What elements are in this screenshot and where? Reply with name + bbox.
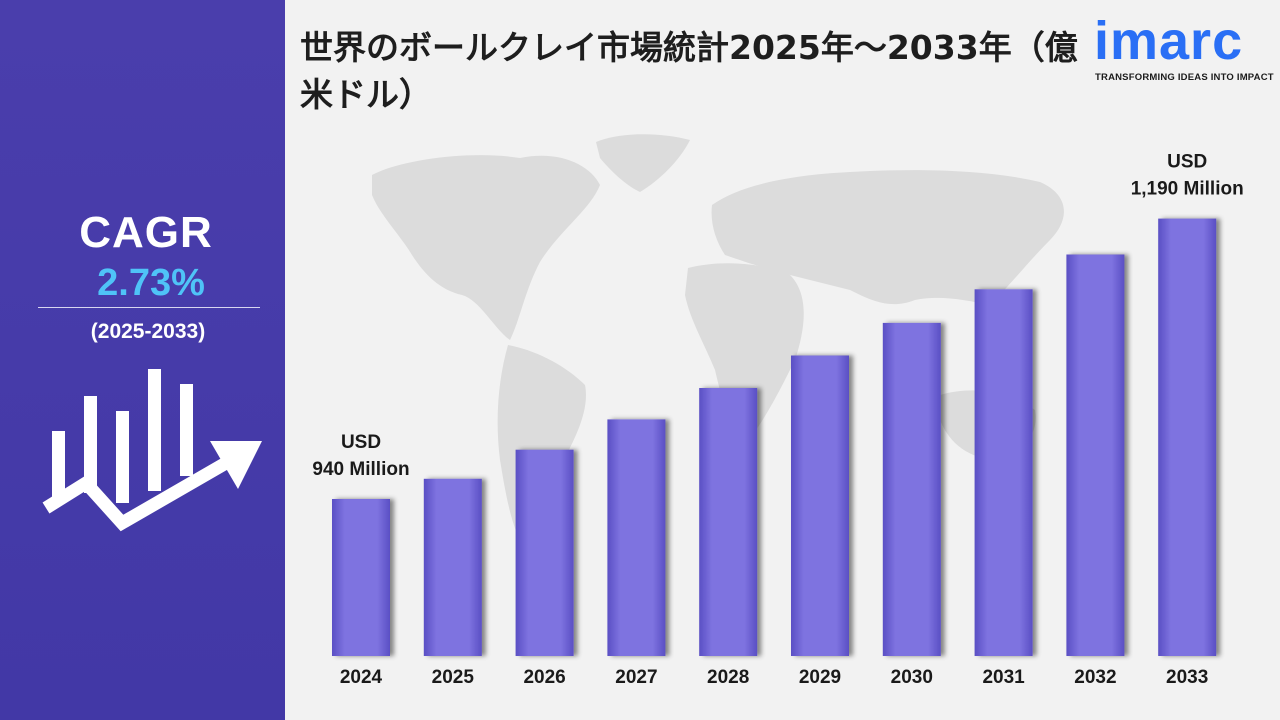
bar-2025 — [423, 478, 482, 656]
x-tick-2025: 2025 — [432, 667, 475, 688]
data-annotations: USD 940 Million USD 1,190 Million — [312, 152, 1243, 480]
cagr-sidebar: CAGR 2.73% (2025-2033) — [0, 0, 285, 720]
bar-2026 — [515, 449, 574, 656]
bar-2030 — [882, 322, 941, 656]
logo-wordmark: imarc — [1094, 11, 1244, 71]
bar-2031 — [974, 289, 1033, 656]
x-tick-2030: 2030 — [891, 667, 933, 688]
x-tick-2028: 2028 — [707, 667, 749, 688]
cagr-divider — [38, 307, 260, 308]
bar-2028 — [699, 388, 758, 656]
x-tick-2029: 2029 — [799, 667, 841, 688]
x-tick-2024: 2024 — [340, 667, 383, 688]
imarc-logo: imarc TRANSFORMING IDEAS INTO IMPACT — [1090, 10, 1274, 90]
bars — [332, 218, 1217, 656]
x-tick-2033: 2033 — [1166, 667, 1208, 688]
bar-2024 — [332, 499, 390, 656]
growth-chart-arrow-icon — [42, 369, 262, 532]
chart-title: 世界のボールクレイ市場統計2025年～2033年（億米ドル） — [300, 28, 1078, 114]
bar-2027 — [607, 419, 666, 656]
cagr-period: (2025-2033) — [90, 320, 206, 343]
bar-2032 — [1066, 254, 1125, 656]
data-label-2024: USD 940 Million — [312, 432, 409, 480]
cagr-label: CAGR — [79, 208, 213, 257]
logo-tagline: TRANSFORMING IDEAS INTO IMPACT — [1095, 72, 1274, 83]
x-axis-ticks: 2024 2025 2026 2027 2028 2029 2030 2031 2032 2033 — [340, 667, 1208, 688]
bar-2033 — [1158, 218, 1217, 656]
x-tick-2032: 2032 — [1074, 667, 1116, 688]
bar-2029 — [791, 355, 849, 656]
cagr-value: 2.73% — [97, 262, 205, 304]
x-tick-2031: 2031 — [982, 667, 1025, 688]
data-label-2033: USD 1,190 Million — [1131, 152, 1244, 200]
x-tick-2026: 2026 — [523, 667, 565, 688]
x-tick-2027: 2027 — [615, 667, 657, 688]
